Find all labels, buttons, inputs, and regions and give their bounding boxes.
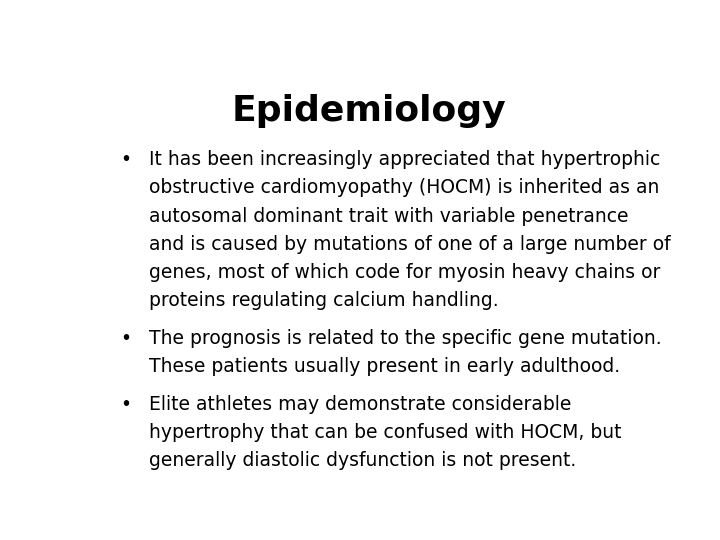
Text: •: • (121, 329, 132, 348)
Text: proteins regulating calcium handling.: proteins regulating calcium handling. (148, 292, 498, 310)
Text: •: • (121, 395, 132, 414)
Text: hypertrophy that can be confused with HOCM, but: hypertrophy that can be confused with HO… (148, 423, 621, 442)
Text: autosomal dominant trait with variable penetrance: autosomal dominant trait with variable p… (148, 207, 628, 226)
Text: obstructive cardiomyopathy (HOCM) is inherited as an: obstructive cardiomyopathy (HOCM) is inh… (148, 178, 659, 197)
Text: Elite athletes may demonstrate considerable: Elite athletes may demonstrate considera… (148, 395, 571, 414)
Text: It has been increasingly appreciated that hypertrophic: It has been increasingly appreciated tha… (148, 150, 660, 169)
Text: •: • (121, 150, 132, 169)
Text: The prognosis is related to the specific gene mutation.: The prognosis is related to the specific… (148, 329, 661, 348)
Text: genes, most of which code for myosin heavy chains or: genes, most of which code for myosin hea… (148, 263, 660, 282)
Text: and is caused by mutations of one of a large number of: and is caused by mutations of one of a l… (148, 235, 670, 254)
Text: generally diastolic dysfunction is not present.: generally diastolic dysfunction is not p… (148, 451, 576, 470)
Text: These patients usually present in early adulthood.: These patients usually present in early … (148, 357, 620, 376)
Text: Epidemiology: Epidemiology (232, 94, 506, 128)
